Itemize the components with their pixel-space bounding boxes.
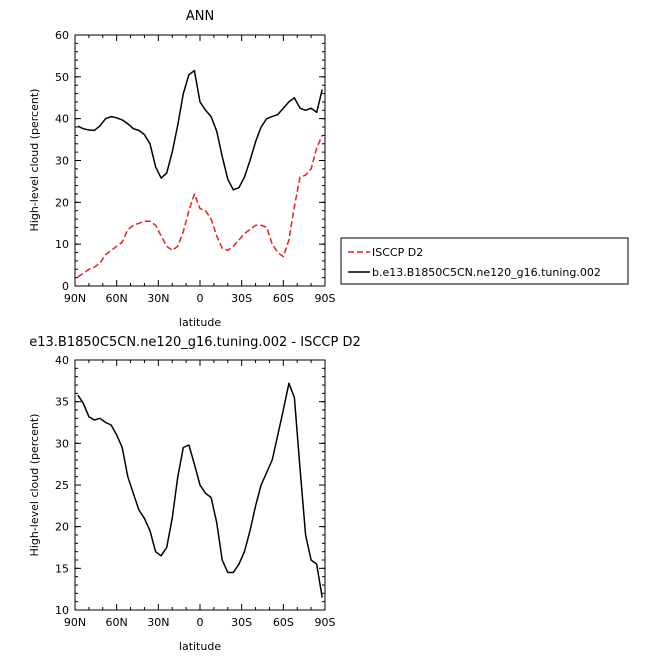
y-tick-label: 40: [55, 113, 69, 126]
series-line-model: [77, 69, 323, 191]
x-tick-label: 60N: [106, 292, 128, 305]
y-tick-label: 20: [55, 521, 69, 534]
x-tick-label: 90S: [315, 292, 336, 305]
x-tick-label: 30N: [147, 292, 169, 305]
y-tick-label: 25: [55, 479, 69, 492]
y-tick-label: 20: [55, 196, 69, 209]
top-ylabel: High-level cloud (percent): [28, 89, 41, 232]
x-tick-label: 0: [197, 292, 204, 305]
x-tick-label: 60S: [273, 616, 294, 629]
x-tick-label: 90N: [64, 616, 86, 629]
y-tick-label: 50: [55, 71, 69, 84]
bottom-plot-area: 90N 60N 30N 0 30S 60S 90S 10 15 20 25 30 35 40: [55, 354, 336, 629]
legend-label-obs: ISCCP D2: [372, 246, 423, 259]
x-tick-label: 30N: [147, 616, 169, 629]
legend-box: [340, 237, 629, 285]
bottom-ylabel: High-level cloud (percent): [28, 414, 41, 557]
series-line-difference: [77, 382, 323, 598]
x-tick-label: 90N: [64, 292, 86, 305]
bottom-title: e13.B1850C5CN.ne120_g16.tuning.002 - ISC…: [29, 335, 361, 350]
x-tick-label: 0: [197, 616, 204, 629]
y-tick-label: 35: [55, 396, 69, 409]
top-plot-area: 90N 60N 30N 0 30S 60S 90S 0 10 20 30 40 50 60: [55, 29, 336, 305]
y-tick-label: 40: [55, 354, 69, 367]
y-tick-label: 0: [62, 280, 69, 293]
x-tick-label: 30S: [231, 292, 252, 305]
y-tick-label: 15: [55, 562, 69, 575]
legend: ISCCP D2 b.e13.B1850C5CN.ne120_g16.tunin…: [340, 237, 629, 285]
x-tick-label: 60S: [273, 292, 294, 305]
x-tick-label: 60N: [106, 616, 128, 629]
legend-label-model: b.e13.B1850C5CN.ne120_g16.tuning.002: [372, 266, 601, 279]
x-tick-label: 90S: [315, 616, 336, 629]
top-panel: ANN 90N 60N 30N 0 30S 60S 90S 0 10 20 30 40 50 60 lat…: [28, 9, 336, 329]
x-tick-label: 30S: [231, 616, 252, 629]
y-tick-label: 60: [55, 29, 69, 42]
y-tick-label: 30: [55, 155, 69, 168]
plot-frame: [74, 34, 326, 287]
top-title: ANN: [186, 9, 214, 24]
top-xlabel: latitude: [179, 316, 221, 329]
series-line-isccp: [77, 135, 323, 278]
bottom-xlabel: latitude: [179, 640, 221, 653]
y-tick-label: 10: [55, 604, 69, 617]
bottom-panel: e13.B1850C5CN.ne120_g16.tuning.002 - ISC…: [28, 335, 361, 653]
y-tick-label: 30: [55, 437, 69, 450]
y-tick-label: 10: [55, 238, 69, 251]
